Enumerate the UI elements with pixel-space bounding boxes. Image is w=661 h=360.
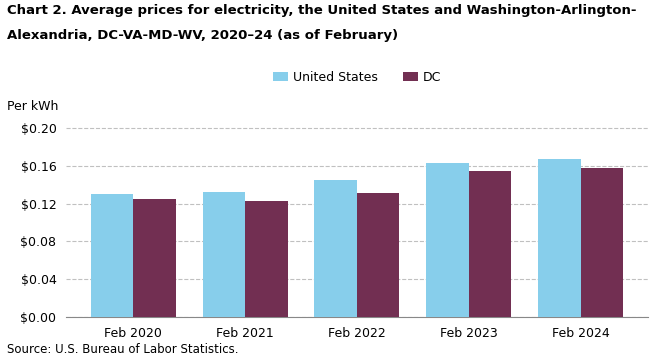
Bar bbox=[202, 192, 245, 317]
Legend: United States, DC: United States, DC bbox=[268, 66, 446, 89]
Text: Alexandria, DC-VA-MD-WV, 2020–24 (as of February): Alexandria, DC-VA-MD-WV, 2020–24 (as of … bbox=[7, 29, 398, 42]
Text: Source: U.S. Bureau of Labor Statistics.: Source: U.S. Bureau of Labor Statistics. bbox=[7, 343, 238, 356]
Bar bbox=[91, 194, 134, 317]
Bar bbox=[134, 199, 176, 317]
Bar bbox=[426, 163, 469, 317]
Text: Per kWh: Per kWh bbox=[7, 100, 58, 113]
Bar bbox=[315, 180, 357, 317]
Bar bbox=[580, 168, 623, 317]
Bar bbox=[538, 159, 580, 317]
Bar bbox=[357, 193, 399, 317]
Bar bbox=[469, 171, 512, 317]
Bar bbox=[245, 201, 288, 317]
Text: Chart 2. Average prices for electricity, the United States and Washington-Arling: Chart 2. Average prices for electricity,… bbox=[7, 4, 636, 17]
